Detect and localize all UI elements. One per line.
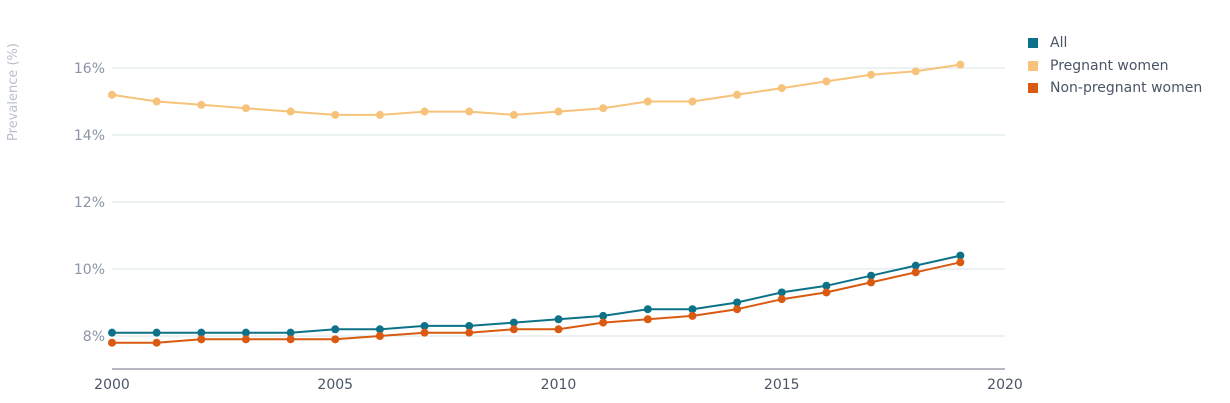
- legend-item-pregnant-women: Pregnant women: [1028, 55, 1202, 78]
- data-point-non-pregnant-women: [643, 315, 652, 324]
- data-point-pregnant-women: [152, 97, 161, 106]
- data-point-non-pregnant-women: [688, 311, 697, 320]
- data-point-all: [599, 311, 608, 320]
- y-tick-label: 10%: [74, 262, 105, 278]
- data-point-pregnant-women: [197, 100, 206, 109]
- data-point-pregnant-women: [599, 104, 608, 113]
- data-point-pregnant-women: [554, 107, 563, 116]
- legend-label: Non-pregnant women: [1050, 80, 1203, 97]
- data-point-all: [331, 325, 340, 334]
- series-line-non-pregnant-women: [112, 261, 961, 344]
- data-point-all: [420, 321, 429, 330]
- data-point-non-pregnant-women: [108, 338, 116, 347]
- data-point-all: [554, 315, 563, 324]
- data-point-non-pregnant-women: [152, 338, 161, 347]
- data-point-pregnant-women: [733, 90, 742, 99]
- data-point-pregnant-women: [331, 110, 340, 119]
- data-point-non-pregnant-women: [286, 335, 295, 344]
- series-line-all: [112, 254, 961, 334]
- series-pregnant-women: [108, 60, 965, 119]
- data-point-all: [152, 328, 161, 337]
- data-point-pregnant-women: [867, 70, 876, 79]
- data-point-non-pregnant-women: [911, 268, 920, 277]
- legend-item-non-pregnant-women: Non-pregnant women: [1028, 77, 1202, 100]
- data-point-all: [867, 271, 876, 280]
- data-point-non-pregnant-women: [867, 278, 876, 287]
- data-point-pregnant-women: [688, 97, 697, 106]
- data-point-all: [108, 328, 116, 337]
- legend-label: All: [1050, 35, 1068, 52]
- data-point-all: [777, 288, 786, 297]
- data-point-non-pregnant-women: [777, 295, 786, 304]
- legend-swatch: [1028, 83, 1038, 94]
- x-tick-label: 2000: [94, 377, 130, 393]
- data-point-non-pregnant-women: [375, 332, 384, 340]
- data-point-all: [241, 328, 250, 337]
- data-point-all: [911, 261, 920, 270]
- y-tick-label: 14%: [74, 128, 105, 144]
- data-point-pregnant-women: [465, 107, 474, 116]
- data-point-pregnant-women: [777, 84, 786, 93]
- legend-swatch: [1028, 38, 1038, 49]
- data-point-all: [688, 305, 697, 314]
- data-point-all: [197, 328, 206, 337]
- legend-label: Pregnant women: [1050, 57, 1169, 74]
- data-point-pregnant-women: [911, 67, 920, 76]
- data-point-all: [465, 321, 474, 330]
- data-point-all: [822, 281, 831, 290]
- x-axis-ticks: 2000 2005 2010 2015 2020: [94, 377, 1023, 393]
- data-point-non-pregnant-women: [956, 258, 965, 267]
- series-all: [108, 251, 965, 337]
- x-tick-label: 2015: [764, 377, 800, 393]
- data-point-all: [509, 318, 518, 327]
- data-point-pregnant-women: [286, 107, 295, 116]
- data-point-pregnant-women: [375, 110, 384, 119]
- data-point-non-pregnant-women: [733, 305, 742, 314]
- legend: All Pregnant women Non-pregnant women: [1028, 32, 1202, 100]
- series-non-pregnant-women: [108, 258, 965, 347]
- data-point-all: [375, 325, 384, 334]
- y-tick-label: 8%: [83, 329, 105, 345]
- data-point-non-pregnant-women: [465, 328, 474, 337]
- x-tick-label: 2005: [317, 377, 353, 393]
- x-tick-label: 2010: [541, 377, 577, 393]
- x-tick-label: 2020: [987, 377, 1023, 393]
- series-group: [108, 60, 965, 347]
- data-point-non-pregnant-women: [599, 318, 608, 327]
- series-line-pregnant-women: [111, 63, 961, 116]
- data-point-pregnant-women: [509, 110, 518, 119]
- data-point-non-pregnant-women: [554, 325, 563, 334]
- data-point-non-pregnant-women: [420, 328, 429, 337]
- data-point-pregnant-women: [241, 104, 250, 113]
- y-axis-label: Prevalence (%): [6, 43, 21, 141]
- legend-swatch: [1028, 60, 1038, 71]
- data-point-all: [956, 251, 965, 260]
- data-point-non-pregnant-women: [331, 335, 340, 344]
- gridlines: [112, 67, 1005, 370]
- data-point-all: [643, 305, 652, 314]
- data-point-non-pregnant-women: [822, 288, 831, 297]
- data-point-pregnant-women: [643, 97, 652, 106]
- data-point-all: [733, 298, 742, 307]
- data-point-pregnant-women: [956, 60, 965, 69]
- y-tick-label: 12%: [74, 195, 105, 211]
- data-point-non-pregnant-women: [509, 325, 518, 334]
- data-point-all: [286, 328, 295, 337]
- data-point-pregnant-women: [420, 107, 429, 116]
- y-axis-ticks: 8% 10% 12% 14% 16%: [74, 61, 105, 345]
- data-point-pregnant-women: [108, 90, 116, 99]
- data-point-non-pregnant-women: [241, 335, 250, 344]
- data-point-pregnant-women: [822, 77, 831, 86]
- legend-item-all: All: [1028, 32, 1202, 55]
- y-tick-label: 16%: [74, 61, 105, 77]
- data-point-non-pregnant-women: [197, 335, 206, 344]
